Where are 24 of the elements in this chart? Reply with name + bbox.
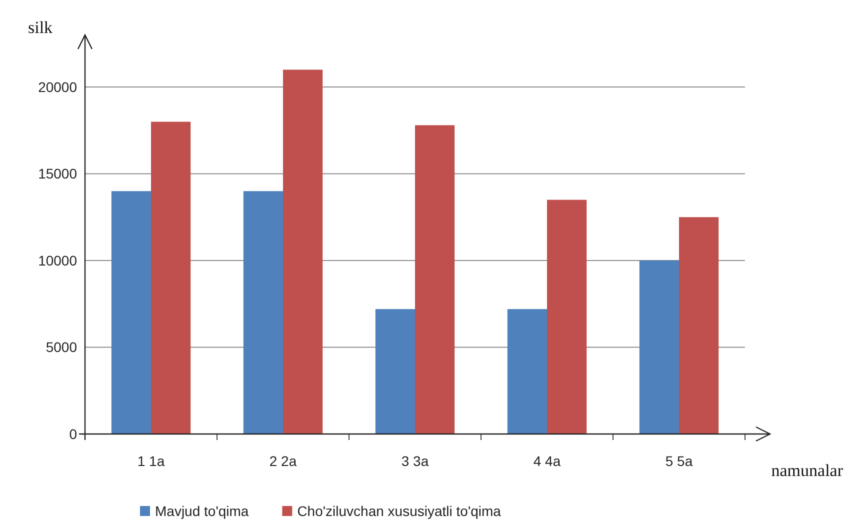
bar: [415, 125, 455, 434]
x-axis-title: namunalar: [771, 461, 844, 480]
x-tick-label: 3 3a: [401, 453, 429, 469]
bar: [375, 309, 415, 434]
x-tick-label: 2 2a: [269, 453, 297, 469]
y-tick-label: 5000: [46, 339, 78, 356]
legend-label: Cho'ziluvchan xususiyatli to'qima: [297, 503, 502, 519]
bar: [243, 191, 283, 434]
bar: [507, 309, 547, 434]
y-axis-title: silk: [28, 18, 54, 37]
bar: [111, 191, 151, 434]
legend-label: Mavjud to'qima: [155, 503, 249, 519]
x-tick-label: 5 5a: [665, 453, 693, 469]
bar: [283, 70, 323, 434]
y-tick-label: 20000: [38, 78, 78, 95]
bar: [679, 217, 719, 434]
y-tick-label: 10000: [38, 252, 78, 268]
bar: [151, 122, 191, 434]
x-tick-label: 1 1a: [137, 453, 165, 469]
bar: [639, 260, 679, 434]
bar: [547, 200, 587, 434]
y-tick-label: 0: [69, 426, 78, 442]
x-tick-label: 4 4a: [533, 453, 561, 469]
y-tick-label: 15000: [38, 166, 78, 182]
